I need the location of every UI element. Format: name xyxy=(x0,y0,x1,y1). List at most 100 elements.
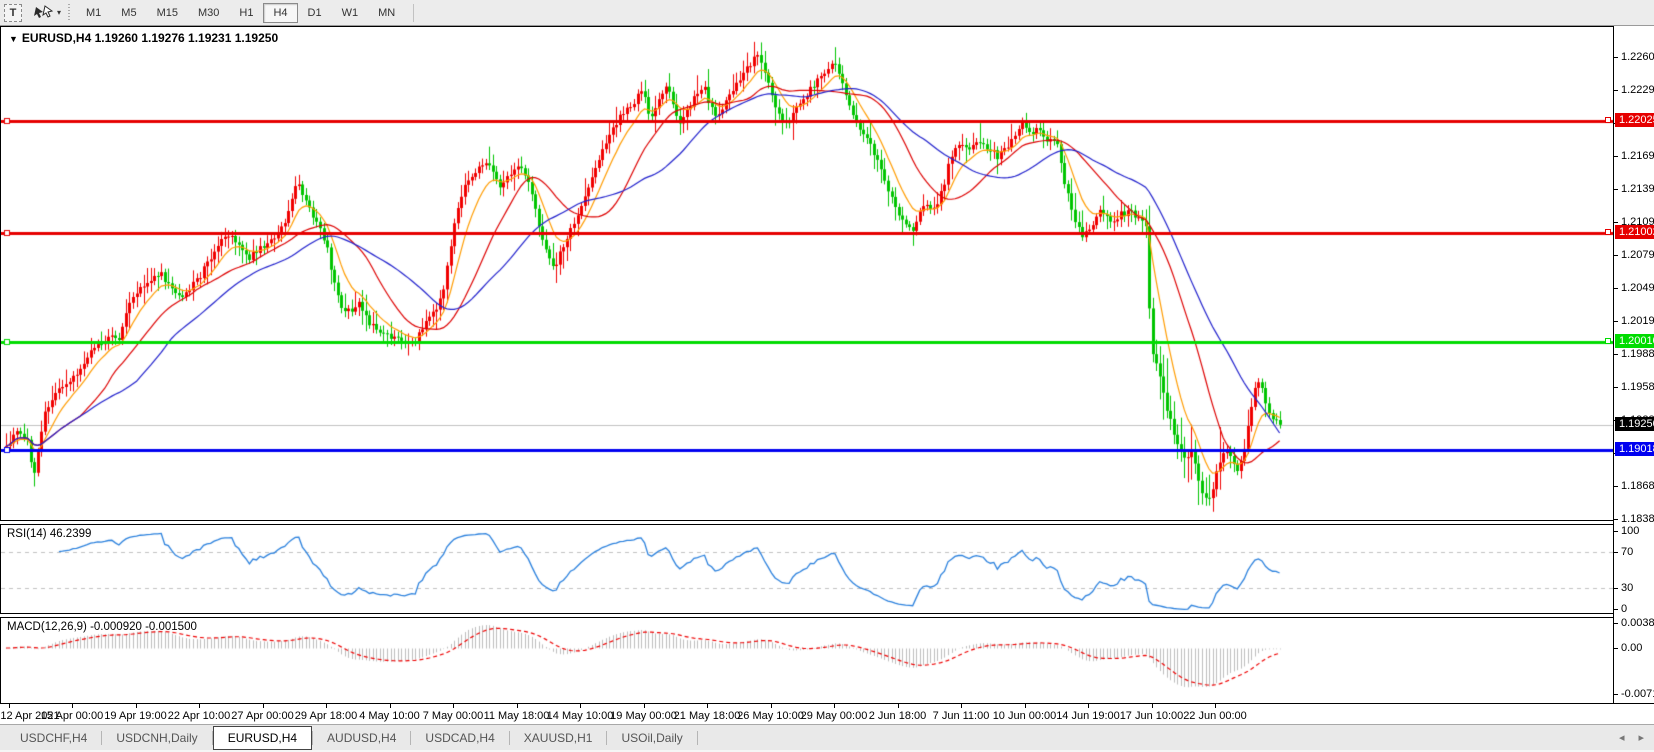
time-axis-tick xyxy=(453,704,454,708)
chart-tab-usdchf[interactable]: USDCHF,H4 xyxy=(20,731,88,745)
level-price-badge: 1.20010 xyxy=(1615,333,1654,348)
tab-scroll-right-icon[interactable]: ▸ xyxy=(1638,732,1644,744)
time-axis-label: 21 May 18:00 xyxy=(673,710,741,722)
time-axis-label: 7 Jun 11:00 xyxy=(932,710,990,722)
time-axis-label: 22 Apr 10:00 xyxy=(167,710,231,722)
time-axis-tick xyxy=(1215,704,1216,708)
timeframe-button-h1[interactable]: H1 xyxy=(239,6,254,19)
time-axis-label: 22 Jun 00:00 xyxy=(1183,710,1247,722)
macd-axis-label: 0.003873 xyxy=(1621,616,1654,629)
time-axis-tick xyxy=(516,704,518,708)
price-chart-panel[interactable]: ▼ EURUSD,H4 1.19260 1.19276 1.19231 1.192… xyxy=(0,26,1613,521)
panel-divider[interactable] xyxy=(0,613,1654,618)
level-price-badge: 1.21002 xyxy=(1615,224,1654,239)
chart-tab-xauusd[interactable]: XAUUSD,H1 xyxy=(523,731,593,745)
chart-title: ▼ EURUSD,H4 1.19260 1.19276 1.19231 1.192… xyxy=(9,31,279,45)
timeframe-button-d1[interactable]: D1 xyxy=(307,6,322,19)
timeframe-button-w1[interactable]: W1 xyxy=(341,6,359,19)
time-axis-label: 14 Jun 19:00 xyxy=(1056,710,1120,722)
price-axis-label: 1.22600 xyxy=(1621,51,1654,63)
time-axis-tick xyxy=(262,704,264,708)
current-price-badge: 1.19250 xyxy=(1615,416,1654,431)
chart-tab-audusd[interactable]: AUDUSD,H4 xyxy=(327,731,397,745)
price-axis[interactable]: 1.226001.222951.219951.216951.213951.210… xyxy=(1613,26,1654,703)
time-axis[interactable]: 12 Apr 2021 15 Apr 00:00 19 Apr 19:00 22 Ap… xyxy=(0,703,1654,724)
price-axis-label: 1.20190 xyxy=(1621,314,1654,327)
time-axis-tick xyxy=(199,704,200,708)
rsi-indicator-panel[interactable]: RSI(14) 46.2399 xyxy=(0,525,1613,613)
chart-collapse-icon[interactable]: ▼ xyxy=(9,34,18,44)
price-axis-label: 1.18380 xyxy=(1621,513,1654,525)
timeframe-button-mn[interactable]: MN xyxy=(378,6,396,19)
panel-divider[interactable] xyxy=(0,520,1654,525)
axis-tick xyxy=(1614,588,1618,589)
top-toolbar: T ▾ M1 M5 M15 M30 H1 H4 D1 W1 MN xyxy=(0,0,1654,26)
time-axis-tick xyxy=(770,704,772,708)
tab-separator xyxy=(410,730,412,745)
timeframe-button-m1[interactable]: M1 xyxy=(86,6,102,19)
time-axis-label: 15 Apr 00:00 xyxy=(40,710,104,722)
time-axis-tick xyxy=(834,704,835,708)
timeframe-button-m15[interactable]: M15 xyxy=(156,6,178,19)
timeframe-button-m30[interactable]: M30 xyxy=(197,6,220,19)
axis-tick xyxy=(1614,222,1618,224)
chart-tab-bar: USDCHF,H4 USDCNH,Daily EURUSD,H4 AUDUSD,H4 U… xyxy=(0,724,1654,750)
axis-tick xyxy=(1614,609,1618,610)
price-axis-label: 1.20790 xyxy=(1621,249,1654,262)
line-anchor-handle[interactable] xyxy=(1605,228,1611,235)
tab-separator xyxy=(101,730,103,745)
arrows-tool-button[interactable]: ▾ xyxy=(32,4,62,22)
axis-tick xyxy=(1614,486,1618,488)
time-axis-label: 10 Jun 00:00 xyxy=(992,710,1057,722)
time-axis-tick xyxy=(643,704,645,708)
time-axis-label: 17 Jun 10:00 xyxy=(1119,710,1184,722)
macd-indicator-panel[interactable]: MACD(12,26,9) -0.000920 -0.001500 xyxy=(0,618,1613,703)
axis-tick xyxy=(1614,188,1618,190)
chart-tab-usoil[interactable]: USOil,Daily xyxy=(621,731,683,745)
rsi-axis-label: 30 xyxy=(1621,582,1634,594)
time-axis-tick xyxy=(389,704,391,708)
line-anchor-handle[interactable] xyxy=(1605,116,1611,123)
text-tool-button[interactable]: T xyxy=(4,3,22,22)
price-axis-label: 1.22295 xyxy=(1621,84,1654,97)
time-axis-tick xyxy=(8,704,10,708)
timeframe-buttons: M1 M5 M15 M30 H1 H4 D1 W1 MN xyxy=(76,2,405,23)
axis-tick xyxy=(1614,255,1618,257)
rsi-canvas[interactable] xyxy=(1,525,1613,613)
axis-tick xyxy=(1614,519,1618,520)
price-axis-label: 1.20490 xyxy=(1621,282,1654,294)
price-axis-label: 1.19585 xyxy=(1621,381,1654,394)
axis-tick xyxy=(1614,622,1618,624)
chart-tab-usdcad[interactable]: USDCAD,H4 xyxy=(425,731,495,745)
timeframe-button-m5[interactable]: M5 xyxy=(121,6,137,19)
tab-scroll-nav: ◂ ▸ xyxy=(1619,731,1644,744)
axis-tick xyxy=(1614,531,1618,532)
time-axis-label: 29 May 00:00 xyxy=(800,710,868,722)
macd-label: MACD(12,26,9) -0.000920 -0.001500 xyxy=(7,621,197,633)
macd-canvas[interactable] xyxy=(1,618,1613,703)
time-axis-label: 4 May 10:00 xyxy=(359,710,420,722)
time-axis-tick xyxy=(72,704,73,708)
level-price-badge: 1.19018 xyxy=(1615,442,1654,457)
chart-tab-eurusd[interactable]: EURUSD,H4 xyxy=(212,726,313,750)
tab-separator xyxy=(312,730,314,745)
tab-separator xyxy=(606,730,608,745)
timeframe-button-h4[interactable]: H4 xyxy=(263,2,298,23)
time-axis-label: 26 May 10:00 xyxy=(737,710,804,722)
axis-tick xyxy=(1614,288,1618,289)
line-anchor-handle[interactable] xyxy=(1605,337,1611,344)
axis-tick xyxy=(1614,90,1618,92)
time-axis-tick xyxy=(707,704,708,708)
time-axis-tick xyxy=(326,704,327,708)
chart-tab-usdcnh[interactable]: USDCNH,Daily xyxy=(116,731,198,745)
time-axis-tick xyxy=(961,704,962,708)
axis-tick xyxy=(1614,156,1618,158)
tab-scroll-left-icon[interactable]: ◂ xyxy=(1618,732,1625,744)
time-axis-tick xyxy=(1088,704,1089,708)
price-axis-label: 1.21695 xyxy=(1621,150,1654,163)
tab-separator xyxy=(211,730,213,745)
level-price-badge: 1.22025 xyxy=(1615,112,1654,127)
candlestick-chart-canvas[interactable] xyxy=(1,27,1613,521)
dropdown-caret-icon[interactable]: ▾ xyxy=(56,8,61,17)
macd-axis-label: 0.00 xyxy=(1621,642,1643,654)
